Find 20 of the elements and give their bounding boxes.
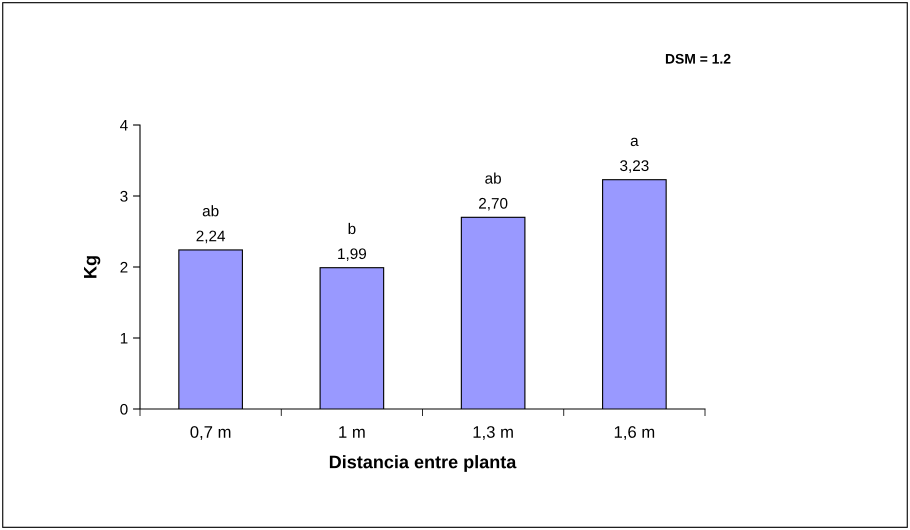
data-label: 3,23 bbox=[620, 160, 649, 173]
y-tick-label: 0 bbox=[120, 404, 128, 415]
annotation: b bbox=[348, 222, 356, 234]
x-tick-label: 1,3 m bbox=[474, 426, 513, 440]
y-tick-label: 2 bbox=[120, 262, 128, 273]
y-tick-label: 3 bbox=[120, 190, 128, 202]
annotation: a bbox=[630, 138, 639, 146]
y-axis-title: Kg bbox=[84, 256, 100, 278]
annotation: ab bbox=[202, 205, 218, 216]
annotation: ab bbox=[485, 172, 501, 184]
y-tick-label: 4 bbox=[120, 120, 128, 131]
data-label: 2,70 bbox=[479, 198, 508, 211]
x-tick-label: 0,7 m bbox=[190, 426, 230, 440]
text: DSM = 1.2 bbox=[666, 54, 730, 64]
data-label: 2,24 bbox=[196, 230, 226, 244]
x-tick-label: 1 m bbox=[339, 426, 365, 438]
y-tick-label: 1 bbox=[120, 333, 128, 344]
data-label: 1,99 bbox=[338, 248, 366, 261]
x-tick-label: 1,6 m bbox=[614, 426, 654, 440]
x-axis-title: Distancia entre planta bbox=[330, 455, 516, 472]
